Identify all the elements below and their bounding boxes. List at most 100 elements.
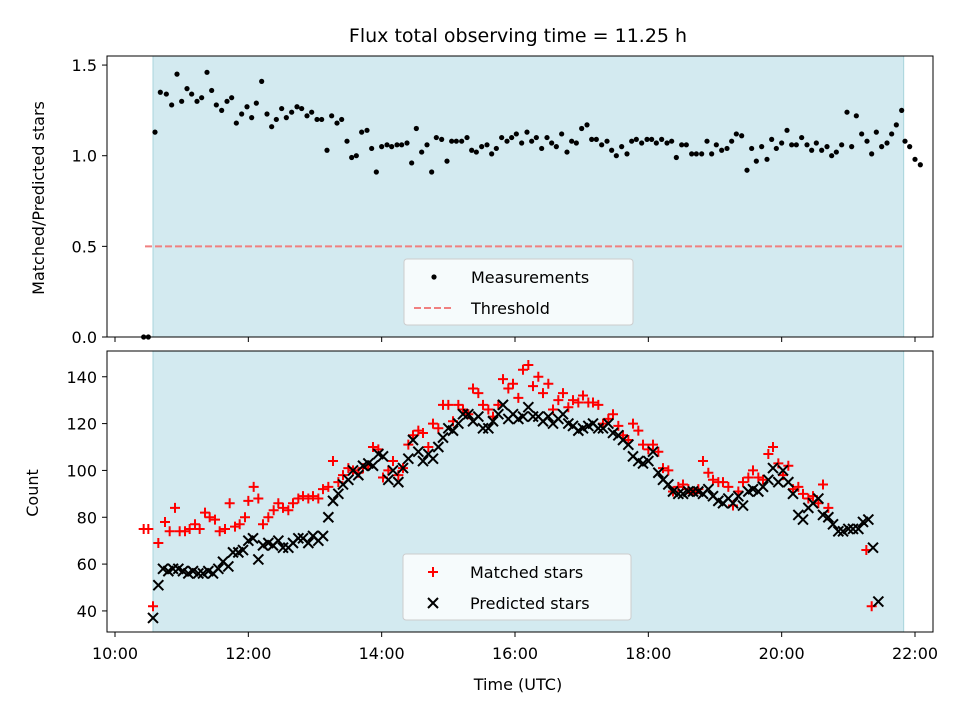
measurements-point	[539, 145, 545, 152]
legend-predicted-stars-label: Predicted stars	[470, 594, 590, 613]
predicted-stars-point	[402, 453, 415, 465]
predicted-stars-point	[247, 532, 259, 545]
predicted-stars-point	[342, 474, 355, 486]
measurements-point	[334, 120, 340, 126]
predicted-stars-point	[192, 567, 205, 580]
measurements-point	[809, 147, 815, 153]
predicted-stars-point	[462, 408, 475, 420]
predicted-stars-point	[517, 410, 529, 423]
measurements-point	[453, 138, 459, 144]
matched-stars-point	[698, 456, 708, 467]
legend-matched-stars-swatch	[428, 567, 438, 577]
measurements-point	[413, 125, 419, 132]
matched-stars-point	[433, 423, 444, 434]
matched-stars-point	[190, 519, 200, 530]
measurements-point	[283, 115, 289, 121]
matched-stars-point	[798, 488, 808, 499]
measurements-point	[669, 138, 675, 144]
ratio-y-axis-label: Matched/Predicted stars	[29, 101, 48, 295]
legend-box	[402, 553, 632, 621]
predicted-stars-point	[482, 422, 495, 434]
count-y-tick-label: 80	[77, 508, 97, 527]
predicted-stars-point	[732, 490, 745, 502]
predicted-stars-point	[782, 476, 795, 488]
matched-stars-point	[568, 395, 578, 406]
matched-stars-point	[338, 470, 348, 481]
measurements-point	[619, 144, 625, 150]
count-y-tick-label: 60	[77, 555, 97, 574]
matched-stars-point	[148, 601, 158, 612]
matched-stars-point	[160, 516, 170, 527]
ratio-axes-frame	[106, 55, 934, 338]
predicted-stars-point	[602, 417, 615, 430]
measurements-point	[399, 142, 405, 148]
predicted-stars-point	[727, 497, 739, 509]
measurements-point	[394, 142, 400, 148]
measurements-point	[739, 133, 745, 139]
measurements-point	[273, 116, 279, 123]
matched-stars-point	[718, 477, 728, 488]
measurements-point	[629, 138, 635, 144]
measurements-point	[569, 138, 575, 144]
measurements-point	[813, 140, 819, 146]
predicted-stars-point	[642, 455, 655, 467]
predicted-stars-point	[862, 513, 875, 526]
measurements-point	[639, 140, 645, 146]
predicted-stars-point	[412, 445, 425, 458]
legend-measurements-swatch	[431, 274, 437, 280]
matched-stars-point	[503, 383, 514, 394]
matched-stars-point	[793, 481, 804, 492]
measurements-point	[609, 147, 615, 153]
predicted-stars-point	[592, 422, 605, 434]
measurements-point	[409, 160, 415, 166]
matched-stars-point	[428, 418, 438, 429]
matched-stars-point	[214, 526, 225, 537]
predicted-stars-point	[812, 492, 825, 505]
predicted-stars-point	[767, 462, 779, 474]
measurements-point	[853, 113, 859, 119]
measurements-point	[649, 136, 655, 142]
measurements-point	[279, 105, 285, 112]
measurements-point	[529, 138, 535, 144]
predicted-stars-point	[487, 415, 499, 427]
matched-stars-point	[703, 467, 714, 478]
measurements-point	[469, 147, 475, 153]
measurements-point	[364, 127, 370, 133]
matched-stars-point	[418, 427, 428, 438]
measurements-point	[724, 145, 730, 152]
measurements-point	[359, 129, 365, 135]
measurements-point	[489, 151, 495, 157]
matched-stars-point	[443, 399, 454, 410]
measurements-point	[319, 116, 325, 123]
predicted-stars-point	[872, 595, 885, 608]
predicted-stars-point	[772, 476, 785, 488]
matched-stars-point	[758, 474, 768, 485]
matched-stars-point	[478, 399, 488, 410]
measurements-point	[259, 78, 265, 84]
measurements-point	[713, 142, 719, 148]
matched-stars-point	[298, 491, 308, 502]
matched-stars-point	[823, 502, 834, 513]
matched-stars-point	[818, 479, 828, 490]
measurements-point	[194, 98, 200, 104]
measurements-point	[773, 145, 779, 152]
predicted-stars-point	[332, 488, 345, 500]
x-tick-label: 14:00	[359, 644, 405, 663]
matched-stars-point	[248, 481, 259, 492]
matched-stars-point	[204, 512, 215, 523]
measurements-point	[553, 144, 559, 150]
matched-stars-point	[283, 505, 294, 516]
matched-stars-point	[268, 505, 279, 516]
predicted-stars-point	[737, 499, 749, 512]
matched-stars-point	[528, 381, 538, 392]
measurements-point	[764, 156, 770, 162]
predicted-stars-point	[407, 434, 419, 446]
predicted-stars-point	[842, 523, 855, 535]
predicted-stars-point	[867, 541, 879, 554]
measurements-point	[824, 144, 830, 150]
measurements-point	[524, 129, 530, 135]
measurements-point	[439, 136, 445, 142]
measurements-point	[309, 109, 315, 115]
predicted-stars-point	[557, 408, 569, 420]
predicted-stars-point	[702, 483, 715, 495]
